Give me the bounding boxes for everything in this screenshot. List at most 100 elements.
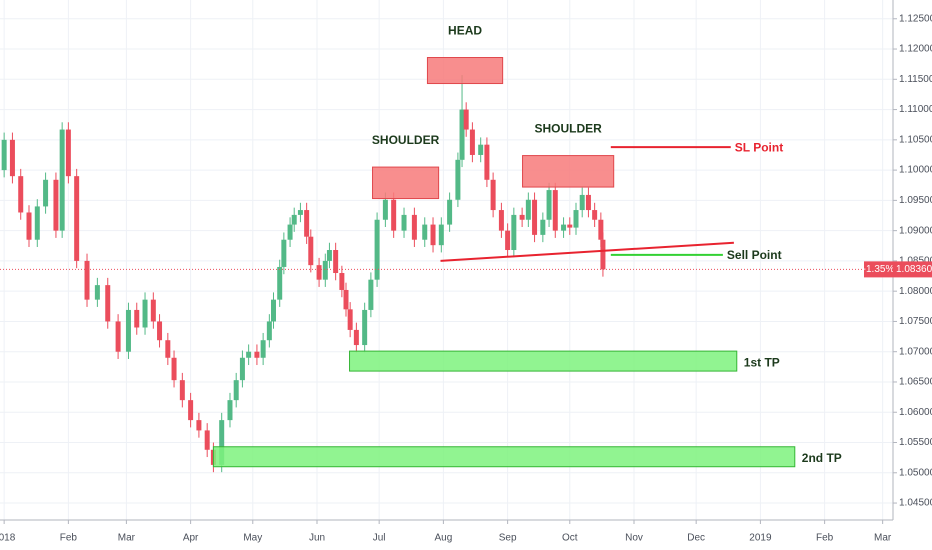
y-tick-label: 1.07000 [899,346,932,357]
candle-body [260,340,266,358]
y-tick-label: 1.06500 [899,377,932,388]
candle-body [455,159,461,200]
candle-body [74,176,80,261]
candle-body [447,199,453,225]
zone-label: 2nd TP [802,451,842,465]
candle-body [463,109,469,130]
x-tick-label: Mar [874,533,892,544]
line-label: Sell Point [727,248,782,262]
candle-body [65,129,71,177]
annotations: HEAD SHOULDER SHOULDER 1st TP 2nd TP SL Point… [212,24,842,468]
y-tick-label: 1.12000 [899,44,932,55]
candle-body [333,250,339,274]
candle-body [196,420,202,431]
candle-body [246,351,252,358]
candle-body [505,230,511,251]
candle-body [374,219,380,280]
candle-body [592,210,598,220]
trend-line [440,241,734,262]
y-tick-label: 1.11000 [899,104,932,115]
line-label: SL Point [735,140,783,154]
candle-body [291,214,297,225]
candle-body [26,212,32,240]
y-tick-label: 1.11500 [899,74,932,85]
candle-body [316,265,322,280]
price-tag [893,261,932,278]
y-tick-label: 1.08500 [899,256,932,267]
x-tick-label: 2018 [0,533,16,544]
candle-body [519,214,525,220]
candle-body [171,357,177,381]
candle-body [368,279,374,310]
candle-body [490,179,496,211]
candle-body [326,250,332,261]
price-label: 1.08360 [896,264,932,275]
candle-body [165,340,171,358]
x-tick-label: Mar [118,533,136,544]
candle-body [511,214,517,251]
candle-body [1,139,7,171]
candle-body [115,321,121,352]
x-tick-label: Oct [562,533,578,544]
candle-body [227,400,233,421]
zone-label: 1st TP [744,355,780,369]
candle-body [297,210,303,215]
candle-body [188,400,194,421]
candle-body [484,144,490,180]
x-tick-label: Feb [816,533,834,544]
x-tick-label: Aug [434,533,452,544]
x-tick-label: Jul [373,533,386,544]
candle-body [281,239,287,267]
candle-body [347,309,353,330]
candle-body [459,109,465,160]
candle-body [84,260,90,300]
y-tick-label: 1.05500 [899,437,932,448]
candle-body [573,210,579,228]
candle-body [339,273,345,290]
candle-body [59,129,65,231]
y-tick-label: 1.04500 [899,498,932,509]
candle-body [134,309,140,328]
x-tick-label: Apr [183,533,199,544]
candle-body [411,214,417,240]
y-tick-label: 1.10500 [899,134,932,145]
candle-body [532,199,538,235]
candle-body [150,299,156,322]
candle-body [382,199,388,220]
candle-body [142,299,148,328]
candle-body [308,236,314,266]
change-tag [864,261,893,278]
candle-body [600,239,606,270]
plot-area [0,75,893,473]
candle-body [219,420,225,465]
y-tick-label: 1.09000 [899,225,932,236]
x-tick-label: Feb [60,533,78,544]
zone [522,155,615,188]
candle-body [105,285,111,322]
candle-body [401,214,407,231]
candle-body [561,224,567,231]
candle-body [498,210,504,231]
candle-body [53,179,59,231]
candle-body [322,260,328,280]
candle-body [567,224,573,228]
candle-body [254,351,260,358]
candle-body [125,309,131,352]
zone-label: HEAD [448,24,482,38]
candle-body [157,321,163,341]
y-tick-label: 1.10000 [899,165,932,176]
y-tick-label: 1.07500 [899,316,932,327]
y-tick-label: 1.08000 [899,286,932,297]
candle-body [9,139,15,177]
x-tick-label: Jun [309,533,325,544]
candle-body [353,329,359,346]
zone-label: SHOULDER [372,133,440,147]
candle-body [277,266,283,300]
candle-body [579,194,585,211]
zone [212,446,796,468]
candle-body [438,224,444,246]
candle-body [391,199,397,231]
axes: 1.04500 1.05000 1.05500 1.06000 1.06500 1.070… [0,13,932,544]
candle-body [18,176,24,213]
